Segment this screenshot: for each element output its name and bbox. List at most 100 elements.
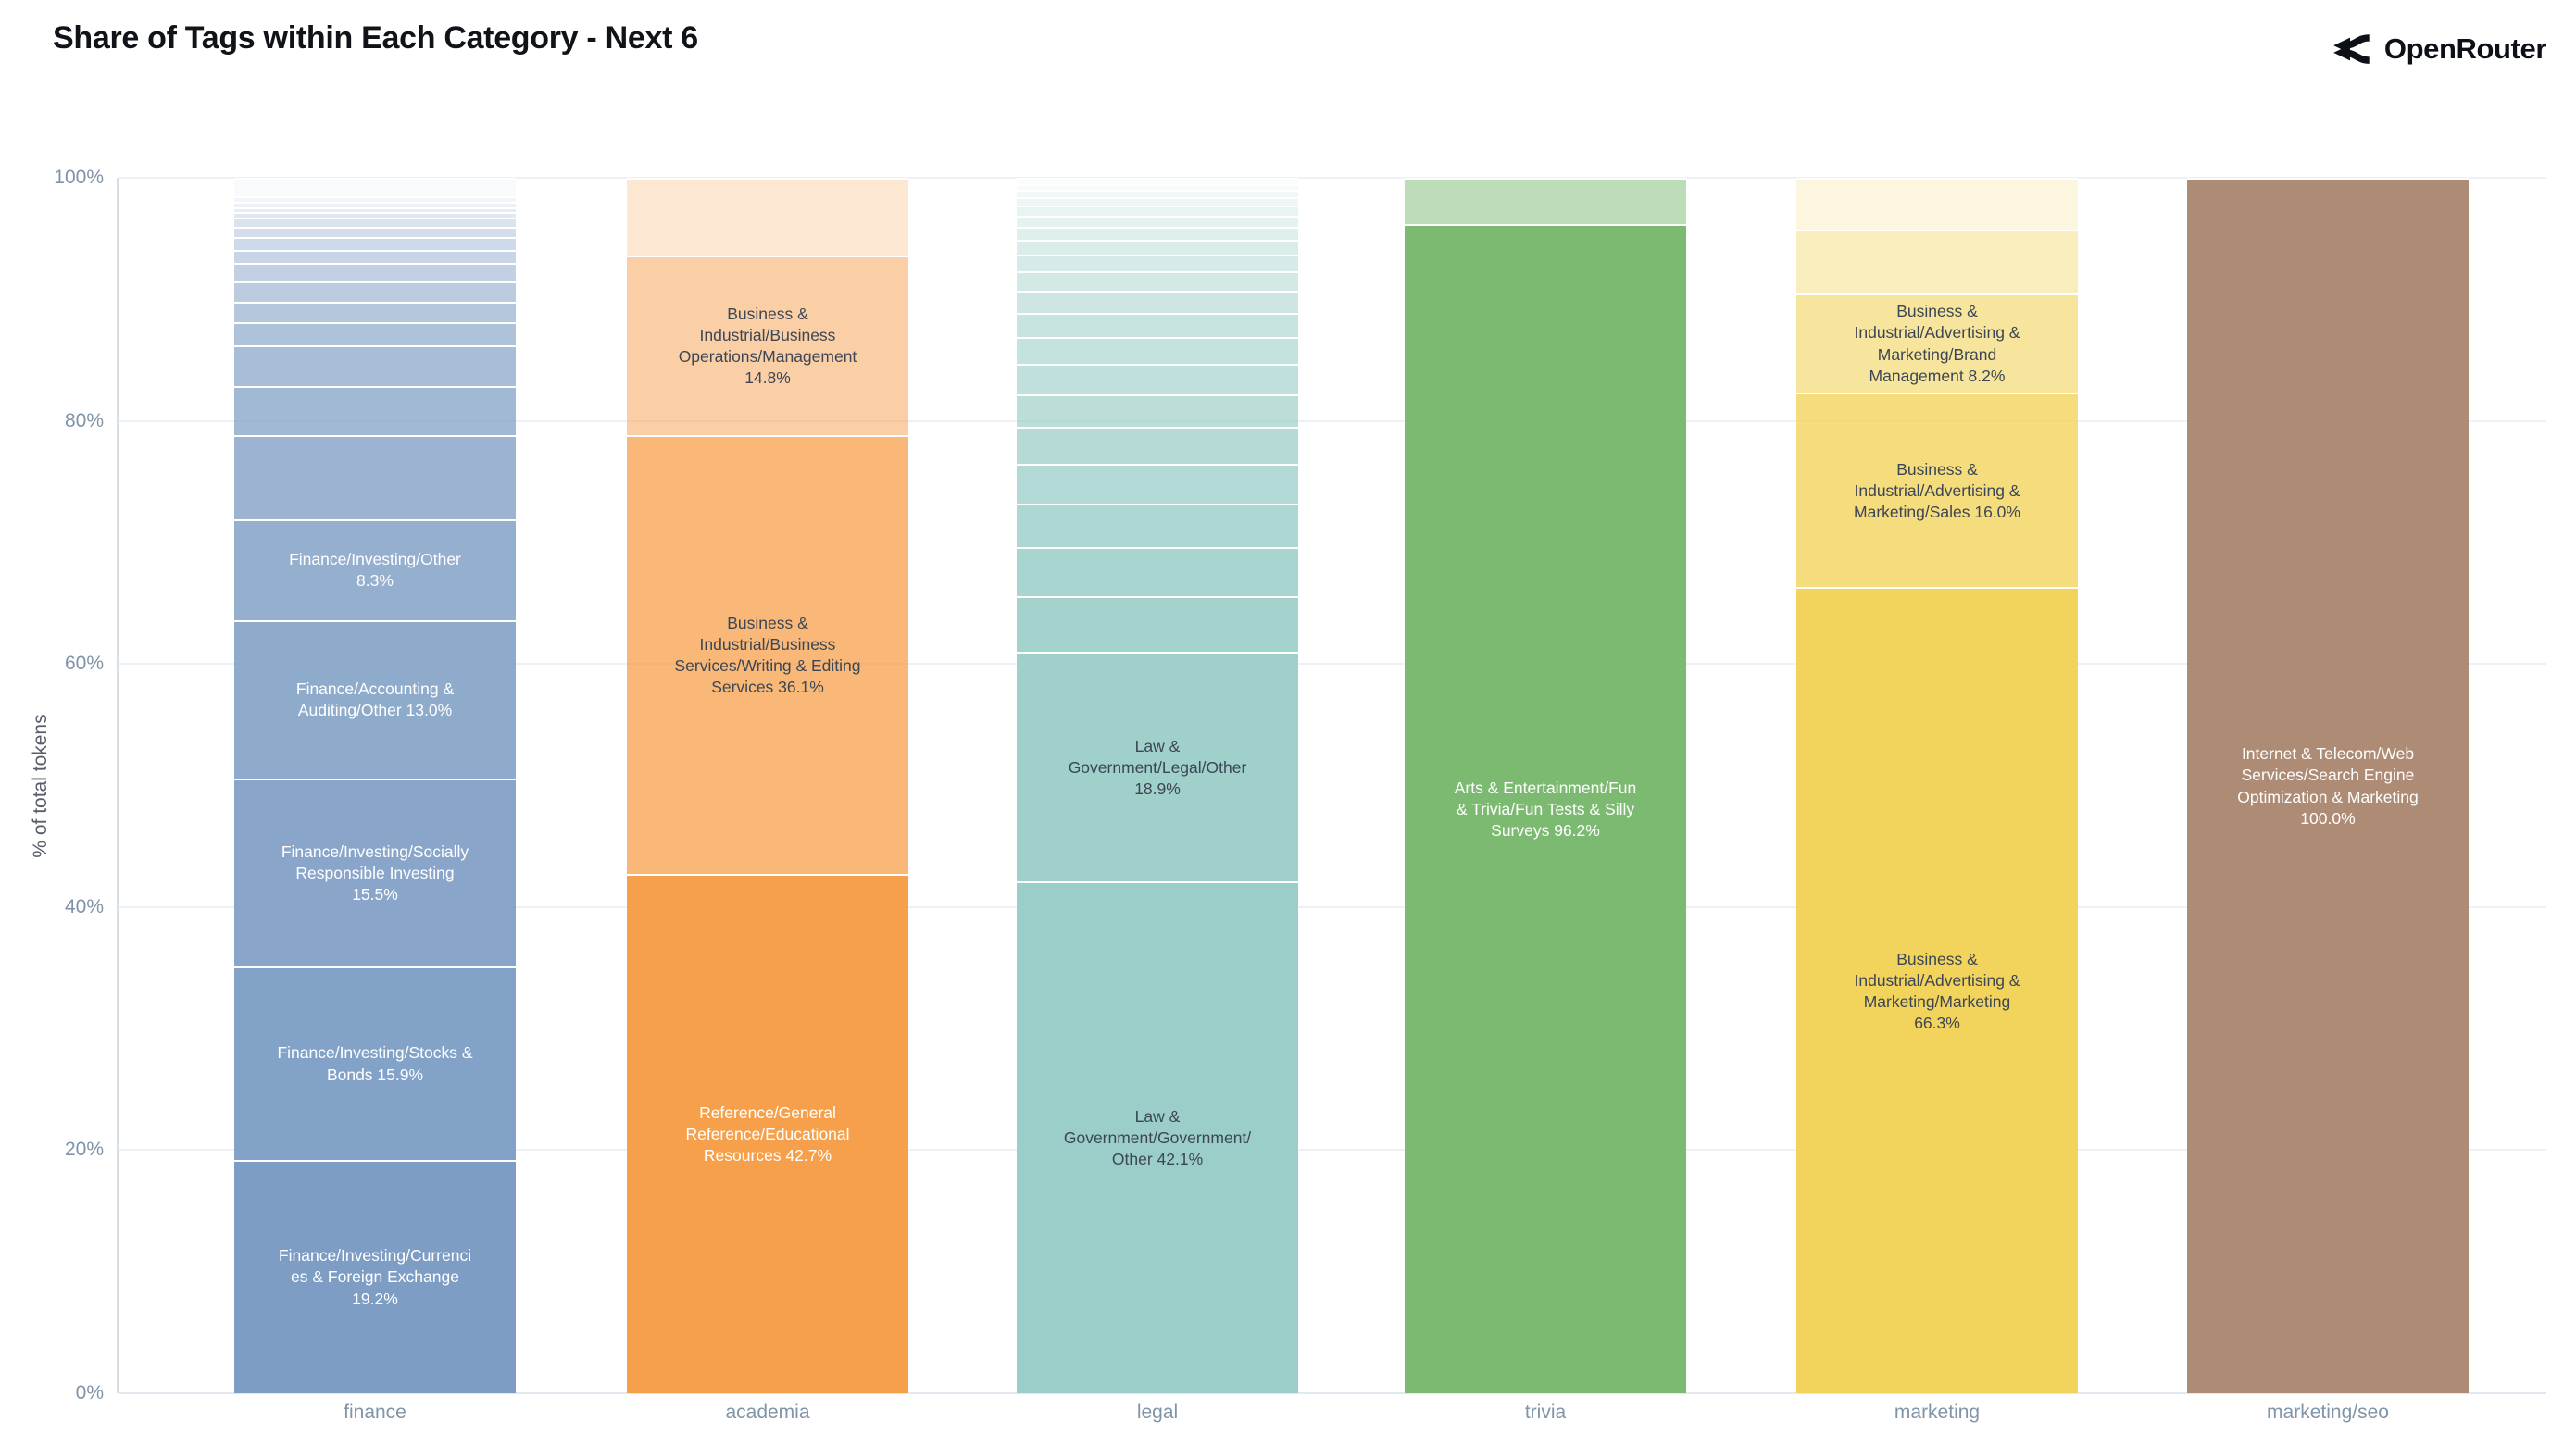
bar-segment[interactable]: Finance/Accounting & Auditing/Other 13.0… bbox=[234, 619, 516, 779]
y-axis-title: % of total tokens bbox=[30, 714, 51, 858]
bar-column-marketing-seo: Internet & Telecom/Web Services/Search E… bbox=[2187, 178, 2469, 1393]
bar-segment[interactable]: Business & Industrial/Advertising & Mark… bbox=[1796, 587, 2078, 1393]
bar-segment[interactable]: Business & Industrial/Business Services/… bbox=[627, 435, 908, 875]
segment-label: Internet & Telecom/Web Services/Search E… bbox=[2237, 744, 2419, 828]
segment-label: Finance/Accounting & Auditing/Other 13.0… bbox=[295, 679, 455, 720]
segment-label: Arts & Entertainment/Fun & Trivia/Fun Te… bbox=[1454, 778, 1637, 840]
bar-segment[interactable] bbox=[627, 178, 908, 256]
gridline-60 bbox=[119, 663, 2546, 666]
y-axis-line bbox=[117, 178, 119, 1393]
bar-segment[interactable] bbox=[234, 195, 516, 203]
bar-segment[interactable] bbox=[234, 237, 516, 250]
bar-segment[interactable]: Business & Industrial/Advertising & Mark… bbox=[1796, 393, 2078, 588]
y-tick-label: 20% bbox=[64, 1139, 104, 1161]
bar-segment[interactable] bbox=[234, 301, 516, 323]
segment-label: Business & Industrial/Advertising & Mark… bbox=[1854, 949, 2020, 1032]
bar-segment[interactable] bbox=[1017, 595, 1298, 653]
x-category-label: marketing bbox=[1894, 1402, 1981, 1423]
segment-label: Business & Industrial/Business Services/… bbox=[674, 614, 861, 697]
bar-segment[interactable] bbox=[1017, 178, 1298, 184]
bar-segment[interactable]: Law & Government/Legal/Other 18.9% bbox=[1017, 652, 1298, 882]
gridline-20 bbox=[119, 1149, 2546, 1152]
x-category-label: legal bbox=[1136, 1402, 1179, 1423]
bar-segment[interactable] bbox=[1017, 254, 1298, 272]
y-tick-label: 80% bbox=[64, 409, 104, 431]
segment-label: Business & Industrial/Advertising & Mark… bbox=[1854, 302, 2020, 385]
openrouter-wordmark: OpenRouter bbox=[2383, 32, 2547, 65]
bar-segment[interactable]: Finance/Investing/Currencies & Foreign E… bbox=[234, 1159, 516, 1393]
gridline-100 bbox=[119, 177, 2546, 179]
bar-segment[interactable] bbox=[234, 345, 516, 386]
bar-segment[interactable] bbox=[234, 206, 516, 212]
x-category-label: marketing/seo bbox=[2267, 1402, 2389, 1423]
x-category-label: academia bbox=[725, 1402, 810, 1423]
segment-label: Business & Industrial/Business Operation… bbox=[678, 305, 857, 388]
y-tick-label: 60% bbox=[64, 653, 104, 675]
segment-label: Business & Industrial/Advertising & Mark… bbox=[1854, 459, 2020, 521]
bar-column-legal: Law & Government/Government/Other 42.1% L… bbox=[1017, 178, 1298, 1393]
bar-segment[interactable] bbox=[234, 262, 516, 281]
bar-segment[interactable] bbox=[234, 435, 516, 519]
segment-label: Finance/Investing/Currencies & Foreign E… bbox=[278, 1246, 472, 1308]
bar-segment[interactable] bbox=[234, 226, 516, 238]
bar-segment[interactable] bbox=[1405, 178, 1686, 224]
bar-segment[interactable] bbox=[1017, 547, 1298, 596]
bar-segment[interactable] bbox=[234, 218, 516, 227]
bar-column-finance: Finance/Investing/Currencies & Foreign E… bbox=[234, 178, 516, 1393]
bar-segment[interactable] bbox=[234, 322, 516, 346]
bar-segment[interactable]: Business & Industrial/Advertising & Mark… bbox=[1796, 293, 2078, 393]
bar-segment[interactable] bbox=[1017, 183, 1298, 191]
x-category-label: finance bbox=[344, 1402, 406, 1423]
openrouter-icon bbox=[2329, 28, 2371, 70]
bar-segment[interactable] bbox=[234, 202, 516, 207]
bar-segment[interactable] bbox=[1017, 312, 1298, 338]
bar-segment[interactable] bbox=[234, 178, 516, 196]
bar-segment[interactable]: Finance/Investing/Other 8.3% bbox=[234, 518, 516, 620]
bar-segment[interactable] bbox=[1017, 463, 1298, 504]
x-category-label: trivia bbox=[1524, 1402, 1567, 1423]
gridline-0 bbox=[119, 1392, 2546, 1394]
segment-label: Law & Government/Legal/Other 18.9% bbox=[1068, 736, 1247, 798]
bar-segment[interactable] bbox=[1017, 215, 1298, 227]
bar-segment[interactable]: Law & Government/Government/Other 42.1% bbox=[1017, 881, 1298, 1393]
bar-segment[interactable] bbox=[1017, 197, 1298, 206]
openrouter-logo: OpenRouter bbox=[2329, 28, 2546, 70]
bar-segment[interactable] bbox=[1017, 291, 1298, 313]
bar-segment[interactable] bbox=[1017, 190, 1298, 198]
y-tick-label: 100% bbox=[54, 167, 104, 188]
bar-segment[interactable] bbox=[234, 211, 516, 218]
bar-segment[interactable]: Arts & Entertainment/Fun & Trivia/Fun Te… bbox=[1405, 223, 1686, 1393]
bar-segment[interactable] bbox=[1017, 337, 1298, 364]
bar-segment[interactable]: Internet & Telecom/Web Services/Search E… bbox=[2187, 178, 2469, 1393]
segment-label: Reference/General Reference/Educational … bbox=[685, 1103, 850, 1166]
bar-segment[interactable] bbox=[234, 385, 516, 436]
bar-segment[interactable] bbox=[1017, 427, 1298, 464]
bar-segment[interactable] bbox=[1017, 226, 1298, 241]
bar-column-marketing: Business & Industrial/Advertising & Mark… bbox=[1796, 178, 2078, 1393]
bar-column-academia: Reference/General Reference/Educational … bbox=[627, 178, 908, 1393]
bar-segment[interactable]: Reference/General Reference/Educational … bbox=[627, 874, 908, 1393]
segment-label: Law & Government/Government/Other 42.1% bbox=[1063, 1106, 1252, 1169]
bar-segment[interactable] bbox=[1017, 271, 1298, 292]
bar-segment[interactable]: Finance/Investing/Socially Responsible I… bbox=[234, 778, 516, 967]
bar-segment[interactable] bbox=[1017, 503, 1298, 548]
bar-segment[interactable]: Finance/Investing/Stocks & Bonds 15.9% bbox=[234, 966, 516, 1160]
segment-label: Finance/Investing/Other 8.3% bbox=[289, 550, 461, 591]
bar-segment[interactable] bbox=[234, 249, 516, 263]
segment-label: Finance/Investing/Stocks & Bonds 15.9% bbox=[277, 1043, 473, 1084]
y-tick-label: 40% bbox=[64, 895, 104, 917]
bar-segment[interactable] bbox=[1017, 206, 1298, 216]
bar-segment[interactable] bbox=[234, 280, 516, 302]
bar-segment[interactable] bbox=[1017, 240, 1298, 255]
bar-segment[interactable] bbox=[1017, 393, 1298, 428]
bar-segment[interactable] bbox=[1017, 363, 1298, 394]
chart-title: Share of Tags within Each Category - Nex… bbox=[53, 20, 698, 56]
y-tick-label: 0% bbox=[75, 1382, 104, 1403]
bar-segment[interactable] bbox=[1796, 230, 2078, 293]
gridline-80 bbox=[119, 419, 2546, 422]
segment-label: Finance/Investing/Socially Responsible I… bbox=[281, 841, 469, 904]
bar-segment[interactable] bbox=[1796, 178, 2078, 231]
bar-column-trivia: Arts & Entertainment/Fun & Trivia/Fun Te… bbox=[1405, 178, 1686, 1393]
bar-segment[interactable]: Business & Industrial/Business Operation… bbox=[627, 256, 908, 436]
